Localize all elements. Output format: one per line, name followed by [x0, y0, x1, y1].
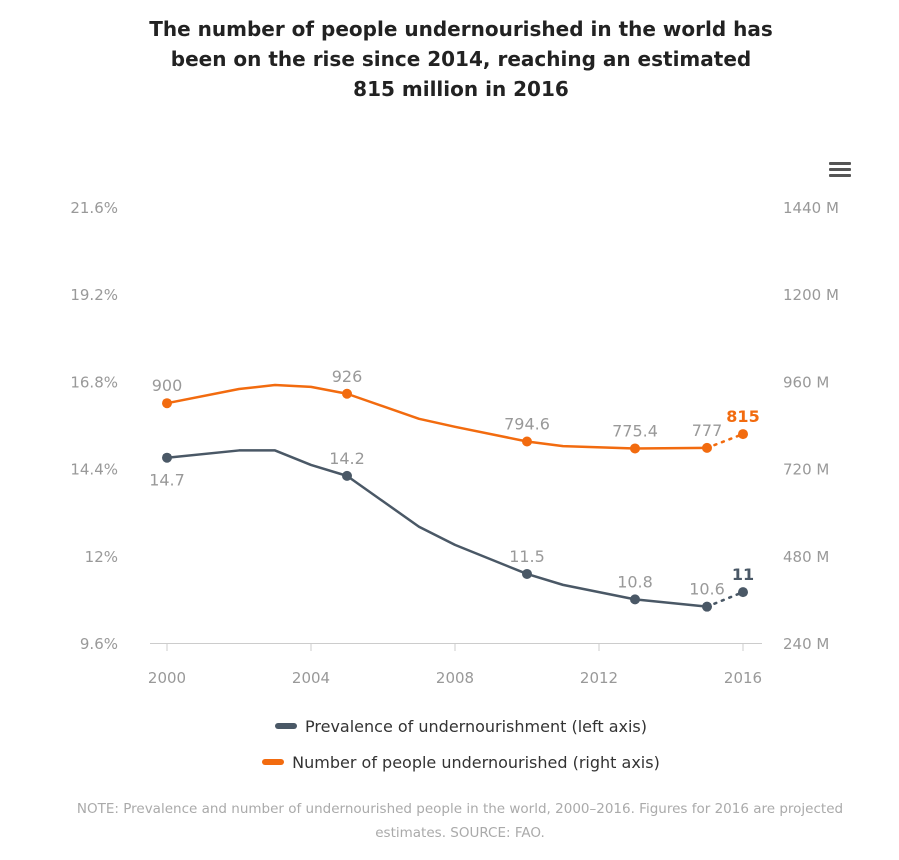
data-label: 900 [152, 376, 183, 395]
series-line-0 [166, 449, 708, 608]
data-label: 815 [726, 407, 759, 426]
data-point [702, 601, 712, 612]
legend-swatch [262, 759, 285, 765]
data-point [630, 594, 640, 605]
series-line-1 [166, 383, 708, 450]
left-axis-label: 14.4% [70, 461, 118, 479]
right-axis-label: 1200 M [783, 286, 839, 304]
legend-item-prevalence[interactable]: Prevalence of undernourishment (left axi… [0, 712, 899, 740]
right-axis-label: 240 M [783, 635, 829, 653]
left-axis-label: 21.6% [70, 199, 118, 217]
x-tick-label: 2008 [436, 669, 474, 687]
data-label: 794.6 [504, 414, 550, 433]
data-point [630, 443, 640, 454]
projected-line-1 [705, 432, 745, 450]
right-axis-label: 480 M [783, 548, 829, 566]
right-axis-label: 1440 M [783, 199, 839, 217]
data-label: 10.8 [617, 572, 653, 591]
data-point [162, 398, 172, 409]
data-point [522, 436, 532, 447]
legend-label: Prevalence of undernourishment (left axi… [305, 716, 647, 736]
left-axis-label: 9.6% [80, 635, 118, 653]
data-point [522, 568, 532, 579]
legend-swatch [275, 723, 297, 729]
data-point [702, 442, 712, 453]
title-line: been on the rise since 2014, reaching an… [170, 47, 752, 71]
data-point [738, 587, 748, 598]
data-label: 11.5 [509, 547, 545, 566]
right-axis-label: 720 M [783, 461, 829, 479]
x-tick-label: 2012 [580, 669, 618, 687]
x-tick-label: 2000 [148, 669, 186, 687]
x-tick-label: 2016 [724, 669, 762, 687]
x-tick-label: 2004 [292, 669, 330, 687]
data-label: 11 [732, 565, 754, 584]
data-point [342, 470, 352, 481]
data-label: 777 [692, 421, 723, 440]
title-line: The number of people undernourished in t… [149, 17, 773, 41]
left-axis-label: 19.2% [70, 286, 118, 304]
left-axis-label: 16.8% [70, 373, 118, 391]
data-point [738, 429, 748, 440]
chart-title: The number of people undernourished in t… [0, 14, 899, 104]
data-label: 926 [332, 367, 363, 386]
data-label: 10.6 [689, 580, 725, 599]
left-axis-label: 12% [85, 548, 118, 566]
right-axis-label: 960 M [783, 373, 829, 391]
legend: Prevalence of undernourishment (left axi… [0, 712, 899, 784]
title-line: 815 million in 2016 [353, 77, 569, 101]
data-point [162, 452, 172, 463]
chart-note: NOTE: Prevalence and number of undernour… [76, 801, 844, 841]
legend-item-number[interactable]: Number of people undernourished (right a… [0, 748, 899, 776]
projected-line-0 [705, 590, 745, 608]
hamburger-menu-icon[interactable] [829, 162, 851, 180]
legend-label: Number of people undernourished (right a… [292, 752, 660, 772]
line-chart: 2000 2004 2008 2012 2016 9.6% 12% 14.4% 16.8% 19.… [70, 199, 839, 687]
data-label: 775.4 [612, 421, 658, 440]
data-label: 14.2 [329, 449, 365, 468]
data-point [342, 388, 352, 399]
data-label: 14.7 [149, 471, 185, 490]
